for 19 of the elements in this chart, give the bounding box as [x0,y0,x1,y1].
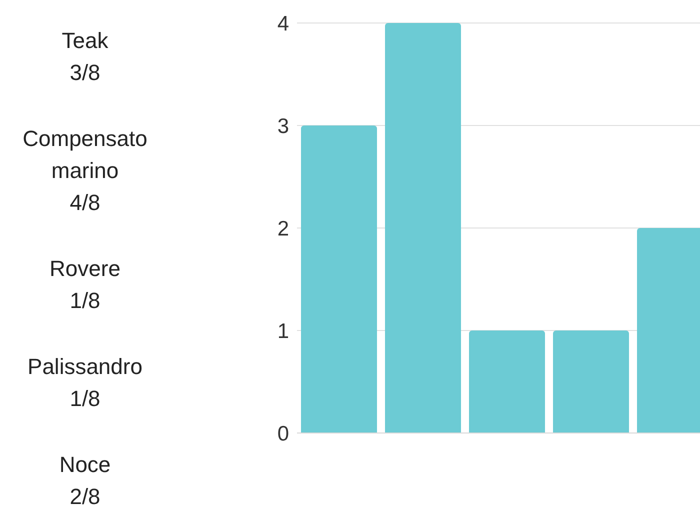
text: 1/8 [68,385,102,413]
bar [553,330,629,433]
y-tick-label: 2 [277,217,289,240]
text: 3/8 [68,59,102,87]
y-tick-label: 3 [277,114,289,138]
text: Palissandro [26,353,144,381]
y-tick-label: 0 [277,422,289,446]
text: 2/8 [68,483,102,510]
text: Rovere [48,255,122,283]
bar [301,126,377,433]
text: Compensato marino [22,125,148,185]
text: Teak [60,27,110,55]
text: Noce [58,451,112,479]
bar [385,23,461,433]
y-tick-label: 4 [277,12,290,36]
bar [469,330,545,433]
text: 4/8 [68,189,102,217]
text: 1/8 [68,287,102,315]
y-tick-label: 1 [277,320,289,343]
